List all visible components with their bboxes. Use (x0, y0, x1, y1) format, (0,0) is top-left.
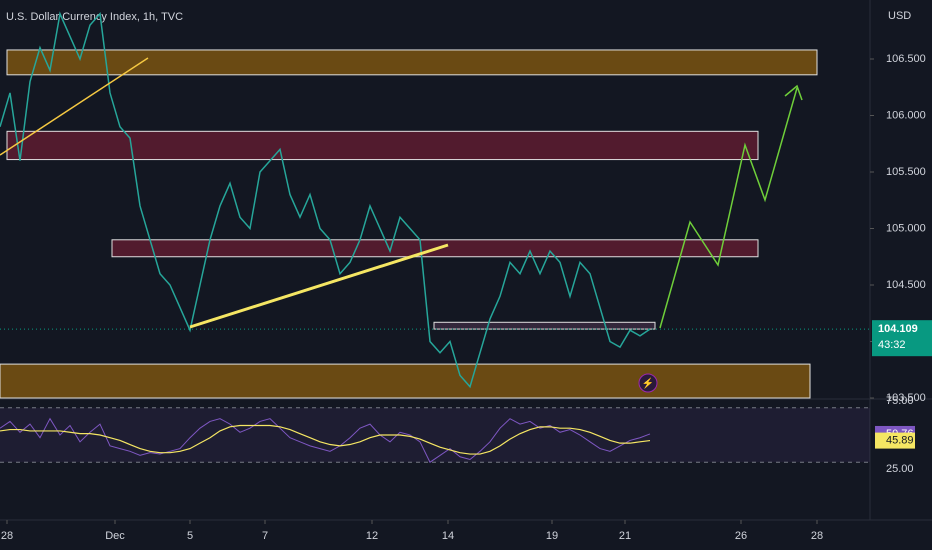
zone (0, 363, 811, 399)
x-tick-label: 7 (262, 530, 268, 542)
chart-title: U.S. Dollar Currency Index, 1h, TVC (6, 11, 183, 23)
y-tick-label: 106.000 (886, 109, 926, 121)
rsi-tick-label: 75.00 (886, 395, 914, 407)
x-tick-label: 28 (1, 530, 13, 542)
x-tick-label: 26 (735, 530, 747, 542)
countdown: 43:32 (878, 339, 906, 351)
marks (0, 11, 870, 399)
x-tick-label: 5 (187, 530, 193, 542)
y-tick-label: 105.500 (886, 166, 926, 178)
projection-arrow (784, 84, 803, 101)
price-line (0, 11, 651, 389)
trend-line (189, 243, 449, 329)
x-tick-label: Dec (105, 530, 125, 542)
last-price-label: 104.109 (878, 323, 918, 335)
event-icon[interactable] (638, 373, 658, 393)
projection (659, 87, 798, 329)
x-tick-label: 12 (366, 530, 378, 542)
rsi-tick-label: 25.00 (886, 463, 914, 475)
rsi-ma-box (875, 432, 915, 449)
event-icon-glyph: ⚡ (642, 377, 654, 390)
y-tick-label: 106.500 (886, 53, 926, 65)
x-tick-label: 14 (442, 530, 454, 542)
rsi-ma-label: 45.89 (886, 434, 914, 446)
rsi-line (0, 417, 651, 463)
plot-bg (0, 0, 870, 550)
x-tick-label: 19 (546, 530, 558, 542)
zone (6, 130, 759, 161)
x-tick-label: 28 (811, 530, 823, 542)
currency: USD (888, 10, 911, 22)
y-tick-label: 105.000 (886, 222, 926, 234)
trend-line (0, 57, 149, 156)
zone (433, 321, 656, 330)
last-price-box (872, 320, 932, 357)
y-tick-label: 103.500 (886, 392, 926, 404)
rsi-band-bg (0, 407, 870, 463)
x-tick-label: 21 (619, 530, 631, 542)
y-tick-label: 104.500 (886, 279, 926, 291)
rsi-ma-line (0, 424, 651, 455)
